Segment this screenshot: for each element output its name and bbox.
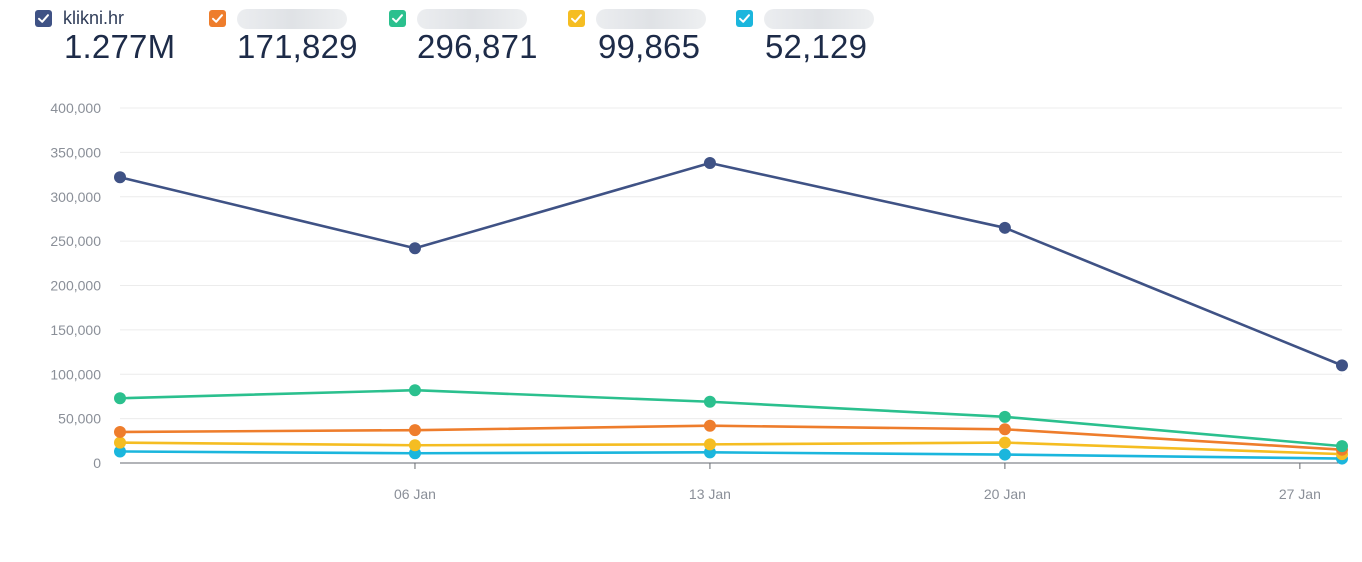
data-point bbox=[408, 242, 421, 255]
data-point bbox=[998, 410, 1011, 423]
data-point bbox=[1336, 359, 1348, 372]
data-point bbox=[998, 423, 1011, 436]
legend-total-value: 296,871 bbox=[417, 28, 538, 65]
checkbox-checked-icon[interactable] bbox=[568, 10, 585, 27]
data-point bbox=[703, 395, 716, 408]
data-point bbox=[998, 436, 1011, 449]
y-tick-label: 200,000 bbox=[50, 278, 101, 294]
legend-label-redacted bbox=[237, 9, 347, 29]
y-tick-label: 250,000 bbox=[50, 233, 101, 249]
checkbox-checked-icon[interactable] bbox=[209, 10, 226, 27]
y-tick-label: 350,000 bbox=[50, 144, 101, 160]
y-tick-label: 150,000 bbox=[50, 322, 101, 338]
legend-item-2[interactable]: 296,871 bbox=[389, 6, 559, 68]
legend-label-redacted bbox=[596, 9, 706, 29]
legend-total-value: 99,865 bbox=[598, 28, 701, 65]
y-tick-label: 100,000 bbox=[50, 366, 101, 382]
legend-total-value: 1.277M bbox=[64, 28, 176, 65]
legend-label-redacted bbox=[764, 9, 874, 29]
legend-total-value: 52,129 bbox=[765, 28, 868, 65]
legend-item-0[interactable]: klikni.hr 1.277M bbox=[35, 6, 205, 68]
checkbox-checked-icon[interactable] bbox=[35, 10, 52, 27]
data-point bbox=[114, 392, 126, 405]
data-point bbox=[1336, 440, 1348, 453]
checkbox-checked-icon[interactable] bbox=[389, 10, 406, 27]
legend-item-1[interactable]: 171,829 bbox=[209, 6, 379, 68]
x-tick-label: 27 Jan bbox=[1279, 486, 1321, 502]
x-tick-label: 13 Jan bbox=[689, 486, 731, 502]
data-point bbox=[998, 221, 1011, 234]
data-point bbox=[114, 445, 126, 458]
chart-legend: klikni.hr 1.277M 171,829 296,871 99,86 bbox=[0, 0, 1362, 70]
data-point bbox=[114, 171, 126, 184]
data-point bbox=[703, 157, 716, 170]
data-point bbox=[998, 448, 1011, 461]
checkbox-checked-icon[interactable] bbox=[736, 10, 753, 27]
data-point bbox=[114, 436, 126, 449]
data-point bbox=[408, 439, 421, 452]
x-tick-label: 06 Jan bbox=[394, 486, 436, 502]
data-point bbox=[408, 384, 421, 397]
data-point bbox=[408, 424, 421, 437]
y-tick-label: 300,000 bbox=[50, 189, 101, 205]
data-point bbox=[114, 425, 126, 438]
data-point bbox=[703, 438, 716, 451]
legend-item-3[interactable]: 99,865 bbox=[568, 6, 738, 68]
series-line-0 bbox=[119, 161, 1343, 367]
x-tick-label: 20 Jan bbox=[984, 486, 1026, 502]
y-tick-label: 0 bbox=[93, 455, 101, 471]
legend-label-redacted bbox=[417, 9, 527, 29]
data-point bbox=[703, 419, 716, 432]
series-line-4 bbox=[119, 450, 1343, 460]
y-tick-label: 400,000 bbox=[50, 100, 101, 116]
legend-label: klikni.hr bbox=[63, 8, 125, 28]
legend-item-4[interactable]: 52,129 bbox=[736, 6, 906, 68]
y-tick-label: 50,000 bbox=[58, 411, 101, 427]
legend-total-value: 171,829 bbox=[237, 28, 358, 65]
